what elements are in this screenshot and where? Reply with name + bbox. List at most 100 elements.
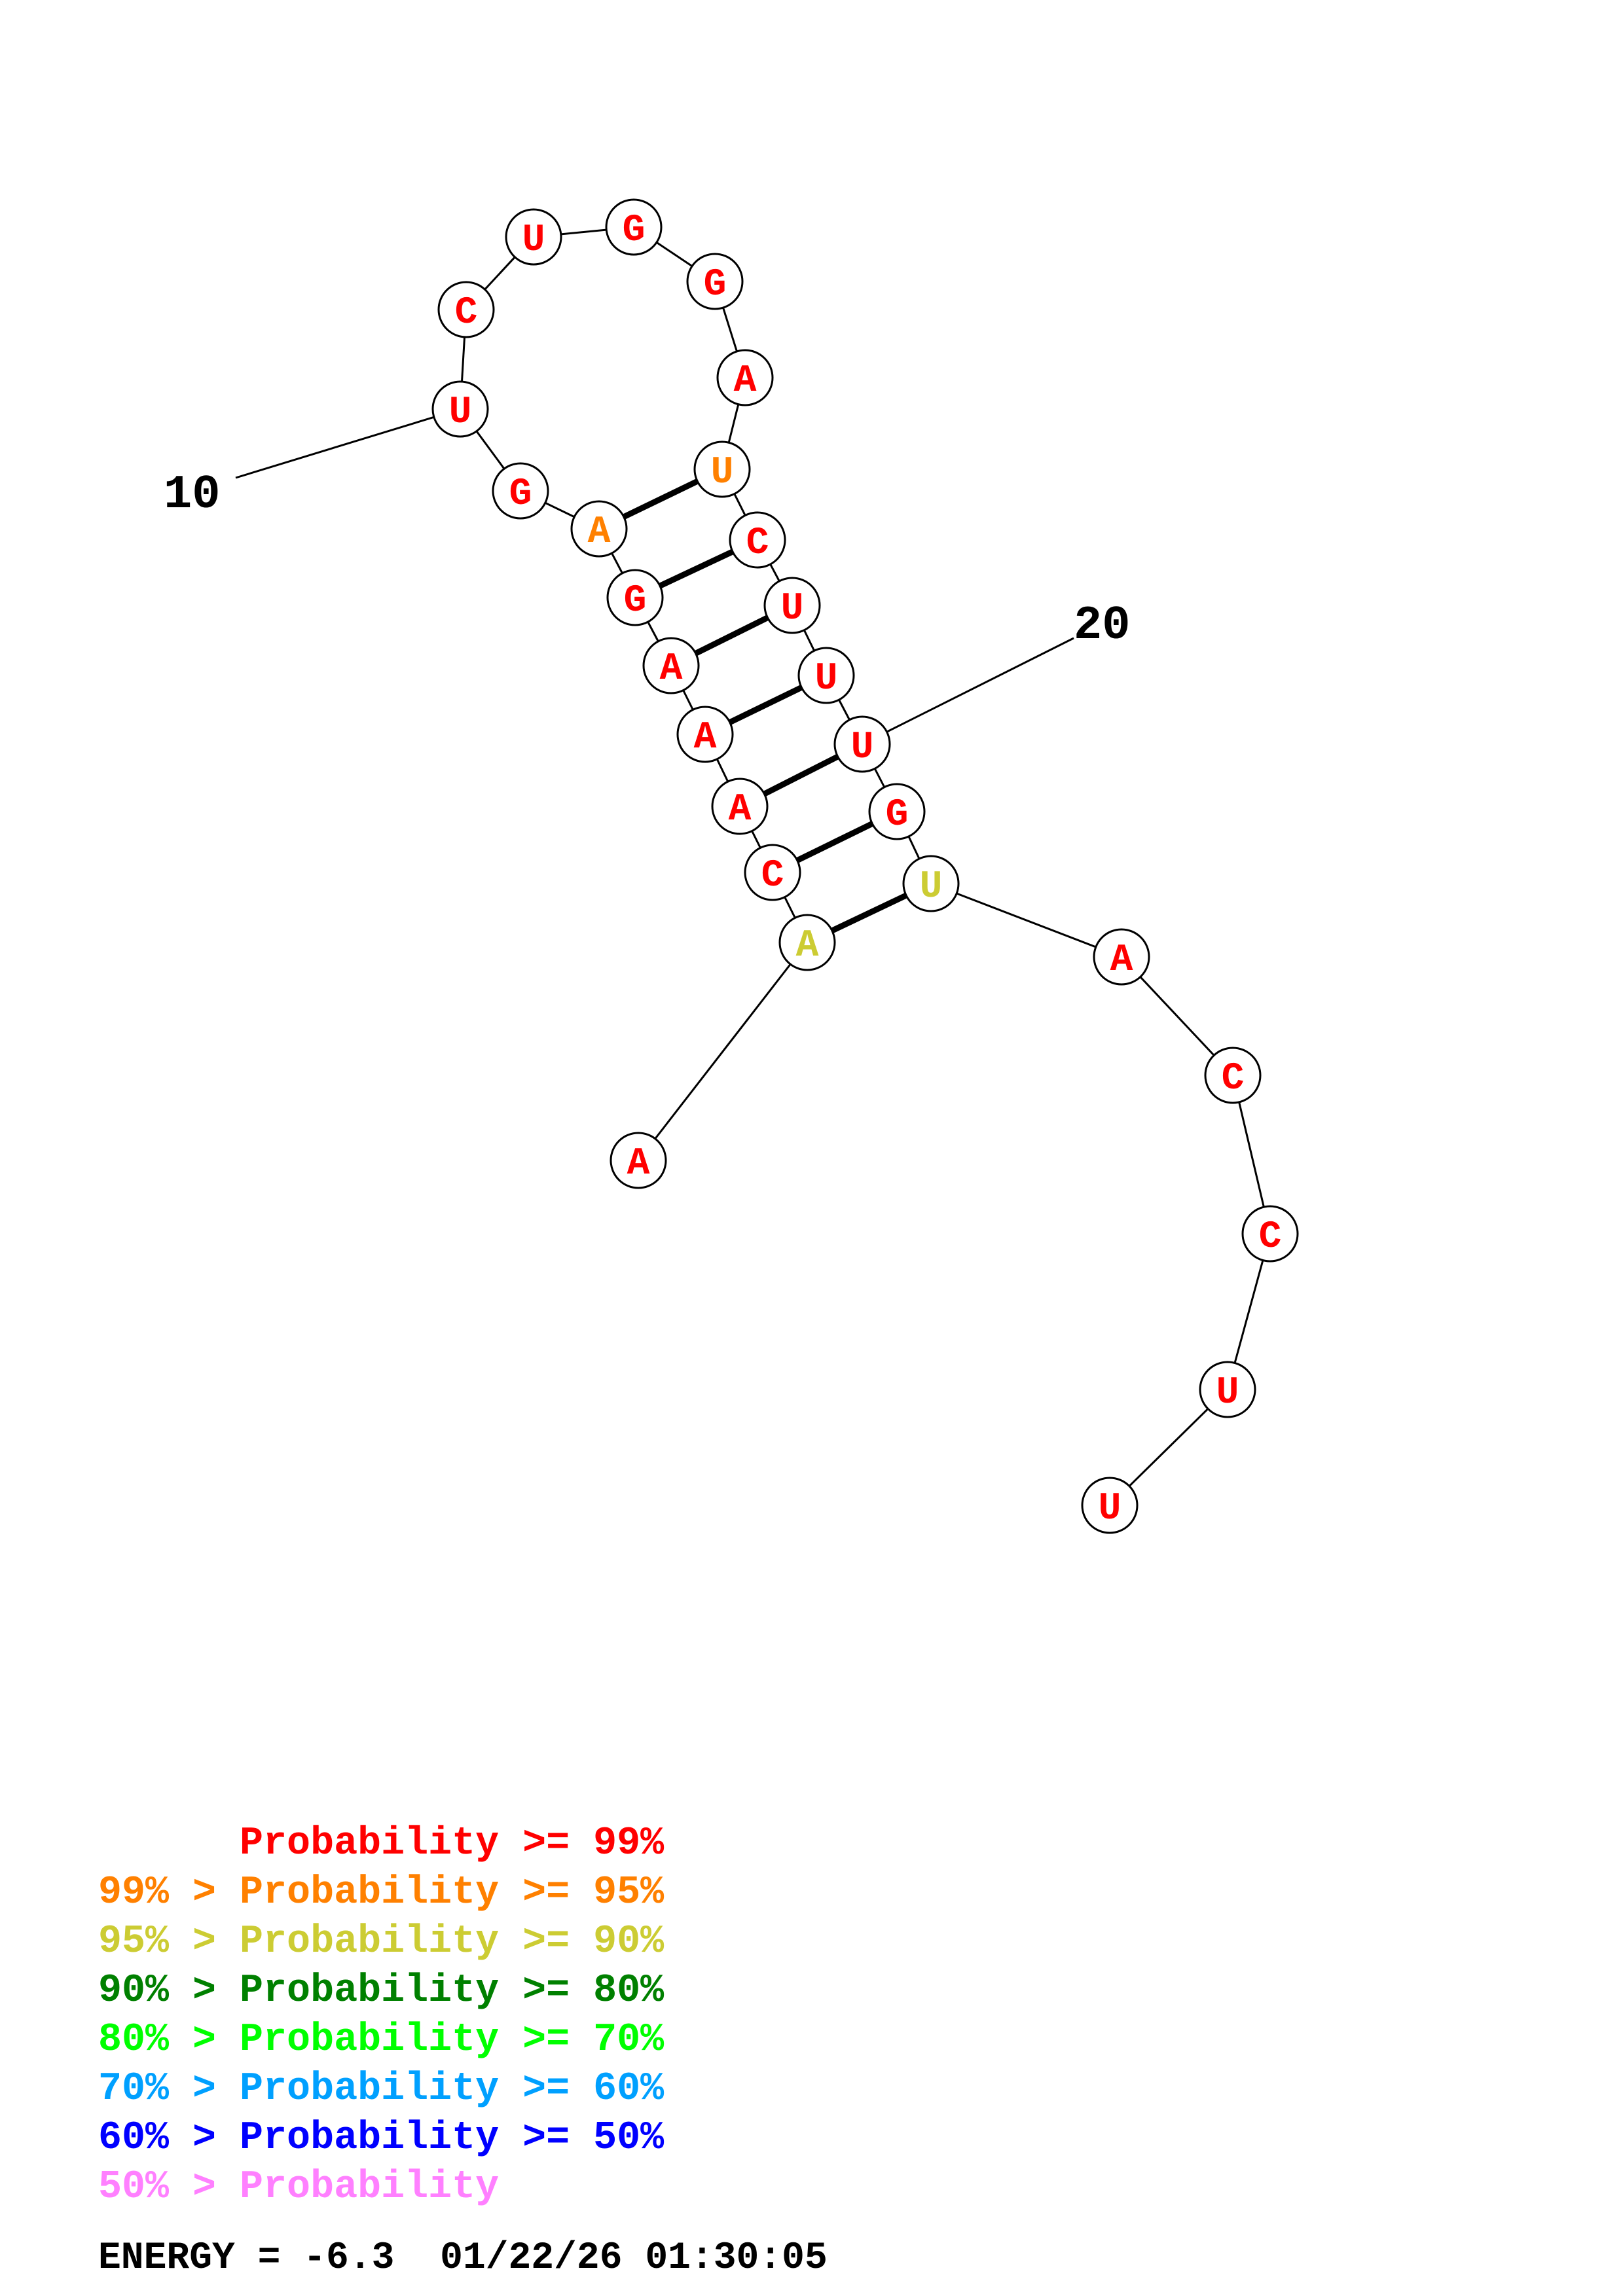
nucleotide-base: A: [734, 360, 757, 403]
legend-text: Probability: [240, 2165, 500, 2210]
nucleotide-circle: [686, 253, 744, 310]
nucleotide-base: G: [886, 794, 909, 836]
nucleotide-circle: [797, 647, 855, 704]
nucleotide: U: [431, 380, 489, 438]
nucleotide: U: [902, 855, 960, 912]
nucleotide-circle: [431, 380, 489, 438]
nucleotide: U: [797, 647, 855, 704]
nucleotide-base: A: [729, 789, 752, 831]
backbone-lines: [459, 226, 1271, 1507]
nucleotide: U: [693, 440, 751, 498]
nucleotide-base: U: [781, 588, 804, 630]
nucleotide-base: A: [588, 511, 611, 554]
nucleotide: A: [1093, 928, 1150, 986]
nucleotide-circle: [437, 281, 495, 338]
nucleotide-circle: [1204, 1047, 1262, 1104]
nucleotide: G: [605, 198, 663, 256]
legend-row: 60% > Probability >= 50%: [98, 2114, 664, 2163]
legend-text: Probability >= 99%: [240, 1821, 665, 1866]
nucleotide: C: [1241, 1205, 1299, 1263]
nucleotide: G: [492, 462, 549, 520]
nucleotide-circle: [711, 778, 769, 835]
nucleotide-base: U: [1216, 1372, 1239, 1414]
nucleotide-base: U: [711, 452, 734, 494]
nucleotide: G: [606, 569, 664, 626]
nucleotide-circle: [505, 208, 562, 266]
nucleotide: U: [1199, 1361, 1256, 1418]
nucleotide: G: [868, 783, 926, 840]
nucleotide: G: [686, 253, 744, 310]
legend-text: Probability >= 70%: [240, 2018, 665, 2062]
legend-text: Probability >= 90%: [240, 1920, 665, 1964]
legend-prefix: 99% >: [98, 1871, 240, 1915]
nucleotide: A: [716, 349, 774, 406]
nucleotide-circle: [744, 844, 801, 901]
legend-prefix: 60% >: [98, 2116, 240, 2161]
nucleotide-circle: [1081, 1477, 1139, 1534]
legend-text: Probability >= 60%: [240, 2067, 665, 2111]
nucleotide-circle: [716, 349, 774, 406]
nucleotide-base: C: [1222, 1058, 1245, 1100]
nucleotide-base: U: [522, 219, 545, 262]
backbone-segment: [637, 942, 809, 1161]
nucleotide-base: C: [761, 855, 784, 897]
legend-row: 90% > Probability >= 80%: [98, 1967, 664, 2016]
nucleotide-circle: [763, 577, 821, 634]
nucleotide-base: A: [694, 717, 717, 759]
nucleotide-circle: [610, 1132, 667, 1189]
nucleotide-circle: [605, 198, 663, 256]
probability-legend: Probability >= 99% 99% > Probability >= 9…: [98, 1820, 664, 2212]
legend-row: 50% > Probability: [98, 2163, 664, 2212]
backbone-segment: [930, 882, 1122, 958]
index-label-lines: [235, 408, 1074, 745]
nucleotide: U: [505, 208, 562, 266]
nucleotide-base: C: [455, 292, 478, 334]
nucleotide-base: G: [509, 473, 532, 516]
nucleotide: A: [610, 1132, 667, 1189]
nucleotide-base: U: [920, 866, 943, 908]
legend-prefix: [98, 1821, 240, 1866]
nucleotide-circle: [606, 569, 664, 626]
nucleotide-circle: [833, 715, 891, 773]
nucleotide-base: U: [815, 658, 838, 700]
index-label-line: [862, 637, 1074, 745]
nucleotide-circle: [693, 440, 751, 498]
legend-row: 80% > Probability >= 70%: [98, 2016, 664, 2065]
nucleotide-circle: [868, 783, 926, 840]
legend-row: 95% > Probability >= 90%: [98, 1918, 664, 1967]
nucleotide-base: G: [623, 209, 646, 252]
nucleotide-base: C: [746, 522, 769, 565]
energy-footer: ENERGY = -6.3 01/22/26 01:30:05: [98, 2237, 828, 2280]
legend-row: Probability >= 99%: [98, 1820, 664, 1869]
nucleotide: A: [711, 778, 769, 835]
nucleotide: U: [1081, 1477, 1139, 1534]
nucleotide-base: C: [1259, 1216, 1282, 1259]
legend-row: 70% > Probability >= 60%: [98, 2065, 664, 2114]
legend-prefix: 70% >: [98, 2067, 240, 2111]
legend-prefix: 80% >: [98, 2018, 240, 2062]
nucleotide-base: G: [624, 580, 647, 622]
nucleotide-base: U: [449, 391, 472, 434]
legend-prefix: 95% >: [98, 1920, 240, 1964]
index-label: 10: [164, 468, 220, 522]
legend-text: Probability >= 80%: [240, 1969, 665, 2013]
index-label: 20: [1074, 599, 1130, 653]
nucleotide-base: G: [704, 264, 727, 306]
index-labels: 10 20: [164, 468, 1130, 653]
legend-row: 99% > Probability >= 95%: [98, 1869, 664, 1918]
nucleotide-base: A: [1110, 939, 1133, 982]
nucleotide-base: A: [796, 925, 819, 967]
nucleotide: U: [833, 715, 891, 773]
legend-text: Probability >= 95%: [240, 1871, 665, 1915]
nucleotide: C: [729, 511, 786, 569]
nucleotide-base: A: [660, 648, 683, 691]
nucleotide-circle: [570, 500, 628, 558]
nucleotide-circle: [1093, 928, 1150, 986]
nucleotide: A: [642, 637, 700, 694]
nucleotide-circle: [1241, 1205, 1299, 1263]
nucleotide-base: U: [851, 726, 874, 769]
nucleotide: U: [763, 577, 821, 634]
nucleotide-circle: [902, 855, 960, 912]
